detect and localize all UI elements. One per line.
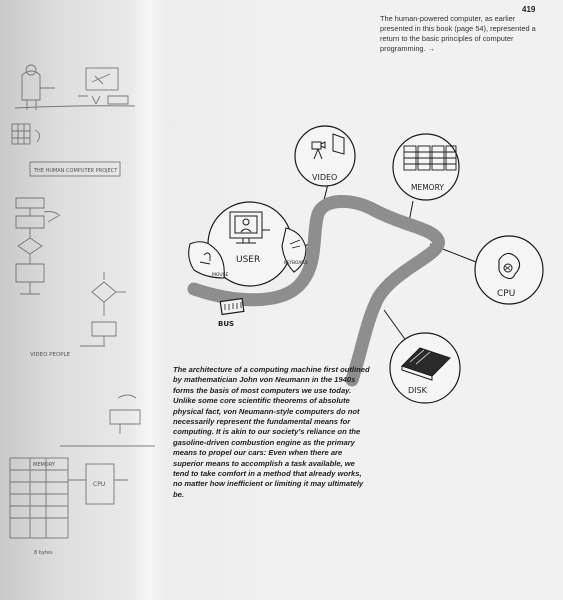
bus-band bbox=[187, 194, 445, 387]
sketch-cpu-label: CPU bbox=[93, 481, 105, 488]
sketch-project-label: THE HUMAN COMPUTER PROJECT bbox=[33, 168, 118, 174]
memory-label: MEMORY bbox=[411, 183, 444, 192]
disk-node: DISK bbox=[389, 332, 461, 404]
sketch-project-box: THE HUMAN COMPUTER PROJECT bbox=[29, 161, 121, 177]
sketch-size-label: 8 bytes bbox=[34, 550, 53, 556]
sketch-grid bbox=[11, 123, 40, 145]
cpu-node: CPU bbox=[474, 235, 544, 305]
figure-caption: The human-powered computer, as earlier p… bbox=[380, 14, 536, 53]
bus-chip: BUS bbox=[218, 297, 245, 328]
bus-label: BUS bbox=[218, 320, 234, 328]
sketch-cpu-box: CPU bbox=[68, 463, 128, 505]
memory-node: MEMORY bbox=[392, 133, 460, 201]
sketch-box-top bbox=[78, 67, 129, 105]
left-page-sketches: THE HUMAN COMPUTER PROJECT VIDEO PEOPLE bbox=[9, 64, 155, 556]
cpu-label: CPU bbox=[497, 289, 515, 299]
keyboard-node: KEYBOARD bbox=[281, 227, 308, 273]
sketch-flowchart-right bbox=[80, 272, 126, 347]
body-paragraph: The architecture of a computing machine … bbox=[173, 365, 370, 499]
mouse-node: MOUSE bbox=[188, 241, 229, 279]
video-node: VIDEO bbox=[294, 125, 356, 187]
keyboard-label: KEYBOARD bbox=[284, 260, 308, 266]
book-gutter-shadow bbox=[130, 0, 164, 600]
cpu-head-icon bbox=[498, 252, 521, 280]
user-monitor-icon bbox=[229, 211, 270, 244]
sketch-bottom-right bbox=[60, 394, 155, 447]
page-number: 419 bbox=[522, 5, 536, 14]
sketch-memory-label: MEMORY bbox=[33, 462, 56, 468]
von-neumann-diagram: BUS VIDEO MEMORY bbox=[187, 125, 544, 404]
mouse-label: MOUSE bbox=[212, 272, 229, 278]
sketch-video-people-label: VIDEO PEOPLE bbox=[30, 352, 71, 358]
sketch-flowchart-left bbox=[15, 197, 61, 295]
user-label: USER bbox=[236, 255, 260, 265]
disk-label: DISK bbox=[408, 386, 428, 395]
video-label: VIDEO bbox=[312, 173, 337, 182]
sketch-memory-table: MEMORY 8 bytes bbox=[9, 457, 69, 556]
sketch-figure-top bbox=[14, 64, 136, 110]
memory-icon bbox=[403, 145, 457, 171]
disk-icon bbox=[401, 347, 451, 381]
